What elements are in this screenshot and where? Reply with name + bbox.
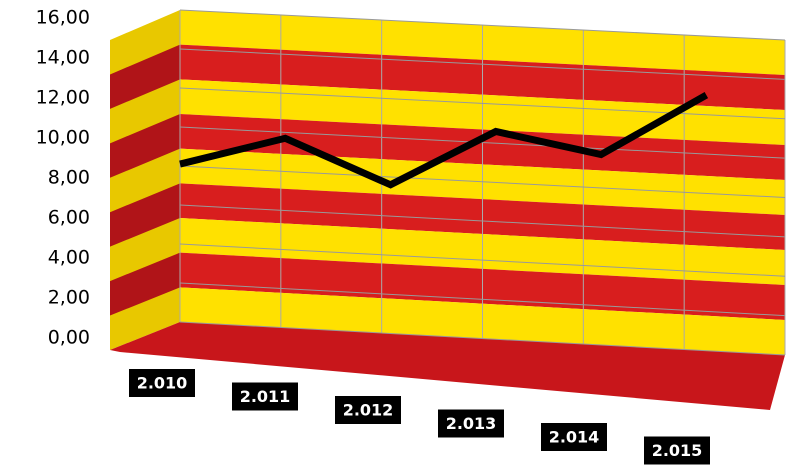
x-tick-label: 2.010 <box>137 374 188 393</box>
x-tick-label: 2.014 <box>549 428 600 447</box>
y-tick-label: 16,00 <box>36 7 90 29</box>
x-label-box <box>129 369 195 397</box>
grid-line <box>179 87 786 120</box>
x-tick-label: 2.013 <box>446 414 497 433</box>
side-stripe <box>110 44 180 109</box>
x-label-box <box>232 382 298 411</box>
side-stripe <box>110 183 180 247</box>
side-stripe <box>110 252 180 316</box>
x-tick-label: 2.011 <box>240 387 291 406</box>
grid-line <box>179 282 786 317</box>
x-label-box <box>541 423 607 451</box>
x-tick-label: 2.015 <box>652 441 703 460</box>
y-tick-label: 14,00 <box>36 47 90 69</box>
x-label-box <box>438 409 504 438</box>
grid-line <box>179 9 786 41</box>
x-tick-label: 2.012 <box>343 401 394 420</box>
y-tick-label: 12,00 <box>36 87 90 109</box>
floor <box>110 322 785 410</box>
y-tick-label: 8,00 <box>48 167 90 189</box>
grid-line <box>179 165 786 198</box>
data-line <box>179 92 709 189</box>
y-tick-label: 4,00 <box>48 247 90 269</box>
side-stripe <box>110 114 180 178</box>
x-label-box <box>644 436 710 465</box>
grid-line <box>179 243 786 277</box>
grid-line <box>179 321 786 356</box>
x-label-box <box>335 396 401 424</box>
y-tick-label: 6,00 <box>48 207 90 229</box>
grid-line <box>179 204 786 238</box>
y-tick-label: 0,00 <box>48 327 90 349</box>
y-tick-label: 10,00 <box>36 127 90 149</box>
grid-line <box>179 48 786 80</box>
y-tick-label: 2,00 <box>48 287 90 309</box>
grid-line <box>179 126 786 159</box>
